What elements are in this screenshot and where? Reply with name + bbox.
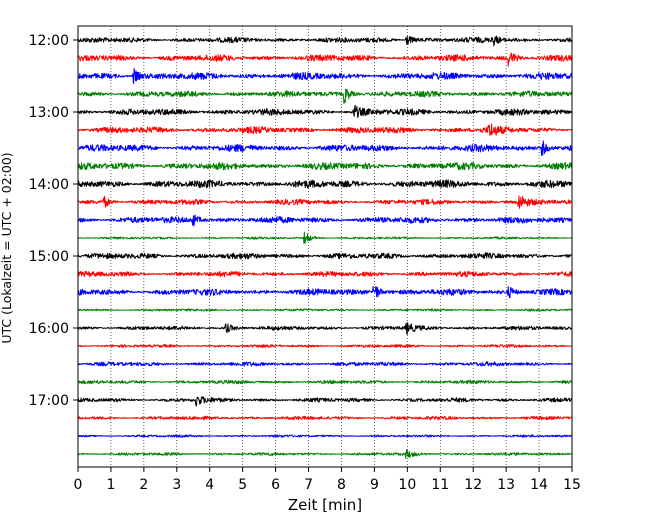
x-tick-label: 0: [74, 477, 83, 493]
y-tick-label: 14:00: [29, 177, 69, 193]
trace-1730: [77, 434, 573, 438]
trace-1600: [77, 322, 573, 335]
trace-1400: [77, 179, 573, 189]
trace-1345: [77, 162, 573, 171]
trace-1715: [77, 415, 573, 421]
x-tick-label: 10: [398, 477, 416, 493]
x-tick-label: 13: [497, 477, 515, 493]
trace-1700: [77, 396, 573, 407]
trace-1500: [77, 252, 573, 260]
plot-frame: [77, 25, 573, 468]
x-tick-label: 9: [370, 477, 379, 493]
y-tick-label: 16:00: [29, 321, 69, 337]
plot-area: [78, 26, 572, 467]
y-tick-label: 15:00: [29, 249, 69, 265]
x-tick-label: 1: [106, 477, 115, 493]
x-tick-label: 4: [205, 477, 214, 493]
trace-1515: [77, 270, 573, 278]
x-tick-label: 15: [563, 477, 581, 493]
trace-1430: [77, 214, 573, 227]
trace-1330: [77, 140, 573, 156]
trace-1200: [77, 35, 573, 47]
trace-1745: [77, 449, 573, 459]
x-tick-label: 11: [431, 477, 449, 493]
x-tick-label: 5: [238, 477, 247, 493]
x-axis-label: Zeit [min]: [288, 496, 362, 514]
trace-1530: [77, 285, 573, 299]
y-tick-label: 12:00: [29, 33, 69, 49]
trace-1615: [77, 344, 573, 349]
trace-1445: [77, 231, 573, 244]
x-tick-label: 12: [464, 477, 482, 493]
x-tick-label: 6: [271, 477, 280, 493]
traces: [77, 35, 573, 459]
x-tick-label: 8: [337, 477, 346, 493]
trace-1215: [77, 52, 573, 67]
trace-1645: [77, 379, 573, 385]
x-ticks: 0 1 2 3 4 5 6 7 8 9 10 11 12 13 14 15: [74, 467, 581, 493]
y-tick-label: 17:00: [29, 393, 69, 409]
x-tick-label: 7: [304, 477, 313, 493]
trace-1230: [77, 67, 573, 84]
x-tick-label: 14: [530, 477, 548, 493]
trace-1300: [77, 104, 573, 118]
trace-1545: [77, 308, 573, 312]
trace-1630: [77, 361, 573, 367]
trace-1245: [77, 88, 573, 104]
y-axis-label: UTC (Lokalzeit = UTC + 02:00): [0, 152, 14, 343]
x-tick-label: 3: [172, 477, 181, 493]
x-tick-label: 2: [139, 477, 148, 493]
y-tick-label: 13:00: [29, 105, 69, 121]
y-ticks: 12:00 13:00 14:00 15:00 16:00 17:00: [29, 33, 78, 409]
trace-1415: [77, 195, 573, 209]
trace-1315: [77, 123, 573, 136]
